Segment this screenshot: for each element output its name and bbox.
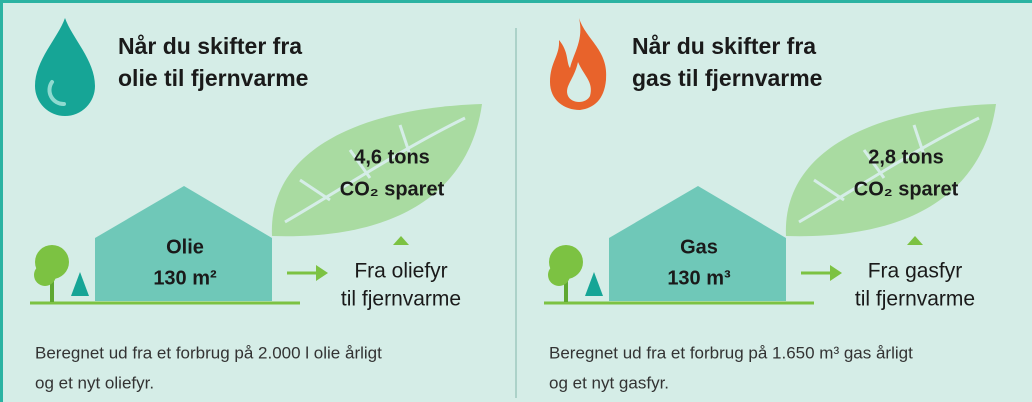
- note: Beregnet ud fra et forbrug på 2.000 l ol…: [35, 343, 382, 362]
- savings: CO₂ sparet: [854, 178, 959, 200]
- note: og et nyt gasfyr.: [549, 373, 669, 392]
- panel-title: gas til fjernvarme: [632, 65, 822, 91]
- house-label: Olie: [166, 236, 204, 258]
- tree: [548, 264, 570, 286]
- savings: 2,8 tons: [868, 146, 944, 168]
- savings: 4,6 tons: [354, 146, 430, 168]
- house-label: 130 m²: [153, 267, 217, 289]
- tree: [34, 264, 56, 286]
- change-label: til fjernvarme: [855, 288, 975, 311]
- panel-title: Når du skifter fra: [632, 33, 816, 59]
- note: Beregnet ud fra et forbrug på 1.650 m³ g…: [549, 343, 913, 362]
- savings: CO₂ sparet: [340, 178, 445, 200]
- note: og et nyt oliefyr.: [35, 373, 154, 392]
- panel-title: Når du skifter fra: [118, 33, 302, 59]
- change-label: Fra gasfyr: [868, 260, 963, 283]
- infographic: Når du skifter fra olie til fjernvarme 4,6…: [0, 0, 1032, 402]
- house-label: Gas: [680, 236, 718, 258]
- panel-title: olie til fjernvarme: [118, 65, 308, 91]
- house-label: 130 m³: [667, 267, 731, 289]
- change-label: Fra oliefyr: [354, 260, 447, 283]
- change-label: til fjernvarme: [341, 288, 461, 311]
